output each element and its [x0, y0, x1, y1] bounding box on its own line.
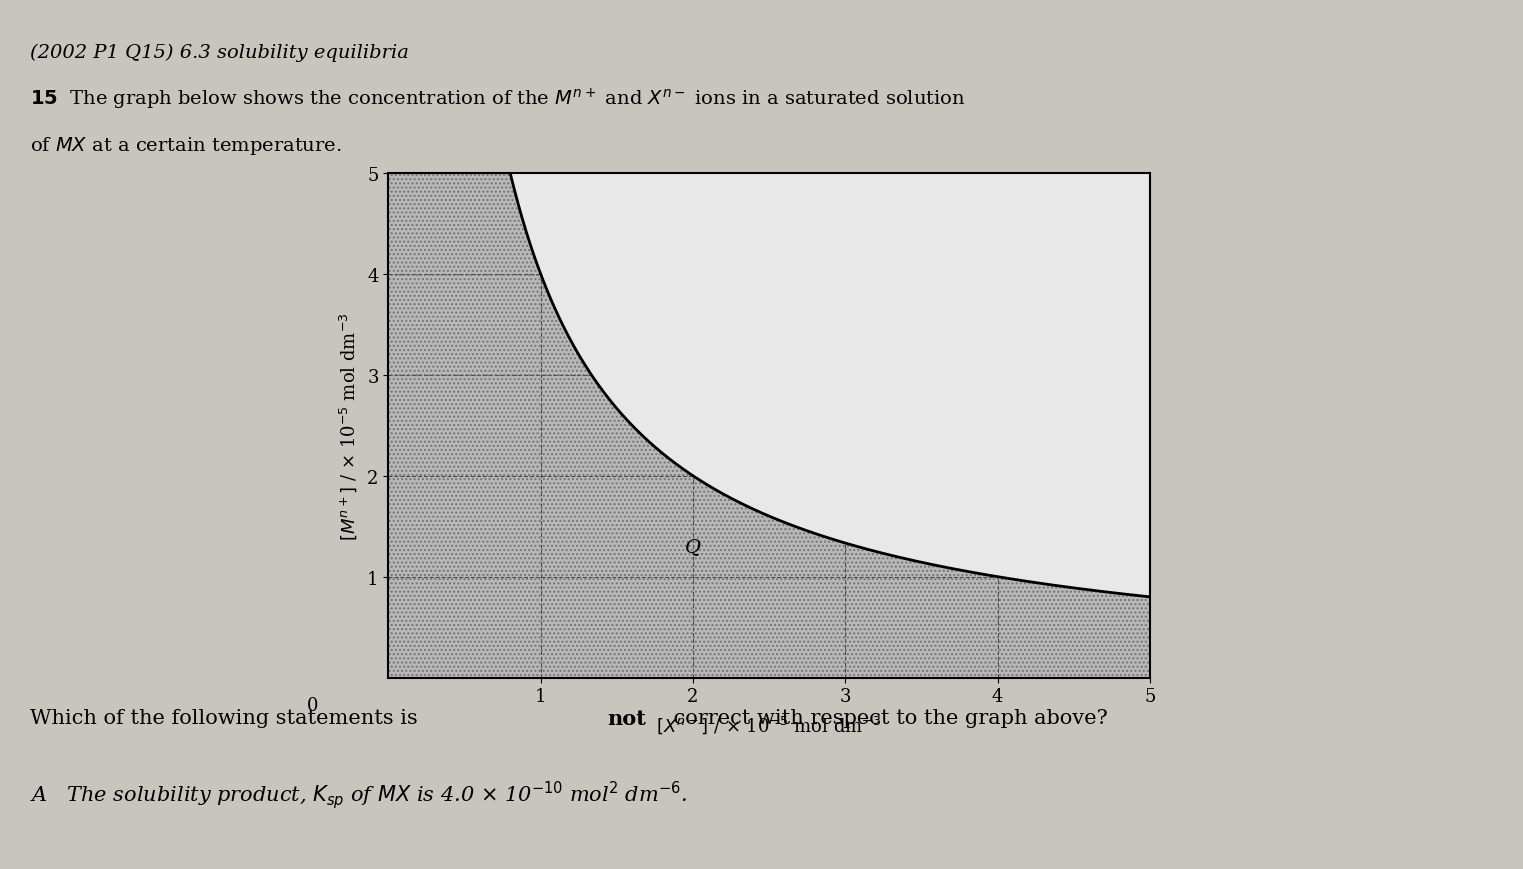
Text: (2002 P1 Q15) 6.3 solubility equilibria: (2002 P1 Q15) 6.3 solubility equilibria	[30, 43, 410, 62]
Text: $\mathbf{15}$  The graph below shows the concentration of the $M^{n+}$ and $X^{n: $\mathbf{15}$ The graph below shows the …	[30, 87, 966, 112]
Text: Which of the following statements is: Which of the following statements is	[30, 708, 425, 727]
Polygon shape	[388, 174, 1150, 678]
Polygon shape	[510, 174, 1150, 597]
Text: of $\mathit{MX}$ at a certain temperature.: of $\mathit{MX}$ at a certain temperatur…	[30, 135, 343, 156]
X-axis label: $[X^{n-}]$ / $\times$ 10$^{-5}$ mol dm$^{-3}$: $[X^{n-}]$ / $\times$ 10$^{-5}$ mol dm$^…	[656, 713, 882, 735]
Text: A   The solubility product, $K_{sp}$ of $\mathit{MX}$ is 4.0 $\times$ 10$^{-10}$: A The solubility product, $K_{sp}$ of $\…	[30, 778, 688, 810]
Text: 0: 0	[306, 697, 318, 714]
Text: Q: Q	[685, 538, 701, 556]
Text: not: not	[608, 708, 647, 728]
Y-axis label: $[M^{n+}]$ / $\times$ 10$^{-5}$ mol dm$^{-3}$: $[M^{n+}]$ / $\times$ 10$^{-5}$ mol dm$^…	[337, 312, 359, 540]
Text: correct with respect to the graph above?: correct with respect to the graph above?	[667, 708, 1107, 727]
